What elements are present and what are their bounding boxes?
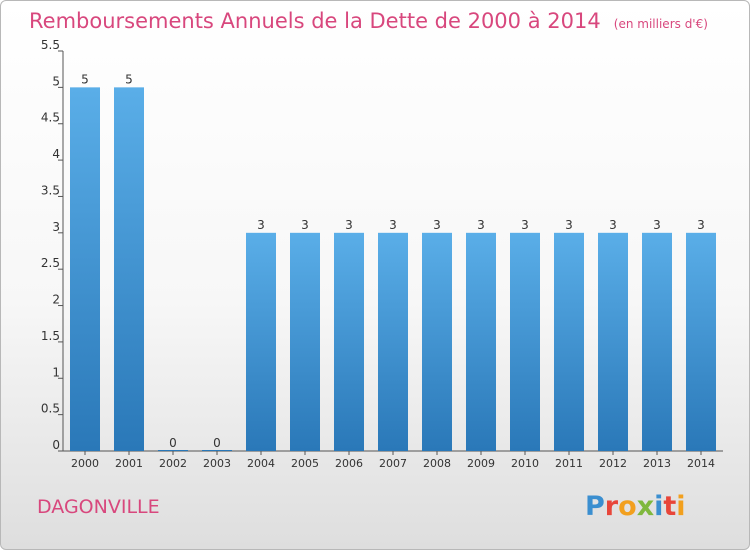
bar-value-label: 3 bbox=[565, 218, 573, 232]
bar-value-label: 3 bbox=[521, 218, 529, 232]
logo-letter: x bbox=[636, 491, 655, 522]
y-tick-label: 0.5 bbox=[41, 402, 60, 416]
x-tick-label: 2005 bbox=[291, 457, 319, 470]
y-tick-label: 2.5 bbox=[41, 256, 60, 270]
y-tick-label: 2 bbox=[52, 293, 60, 307]
bar-value-label: 3 bbox=[389, 218, 397, 232]
x-tick-label: 2002 bbox=[159, 457, 187, 470]
y-tick-label: 1.5 bbox=[41, 329, 60, 343]
logo-letter: i bbox=[676, 491, 686, 522]
x-tick-label: 2011 bbox=[555, 457, 583, 470]
y-tick-label: 1 bbox=[52, 365, 60, 379]
y-tick-label: 3 bbox=[52, 220, 60, 234]
bar bbox=[114, 87, 144, 451]
bar bbox=[334, 232, 364, 451]
bar bbox=[422, 232, 452, 451]
x-tick-label: 2008 bbox=[423, 457, 451, 470]
bar-value-label: 3 bbox=[257, 218, 265, 232]
x-tick-label: 2000 bbox=[71, 457, 99, 470]
bar-value-label: 0 bbox=[169, 436, 177, 450]
y-tick-label: 3.5 bbox=[41, 183, 60, 197]
y-tick-label: 4.5 bbox=[41, 111, 60, 125]
logo-letter: t bbox=[663, 491, 677, 522]
bar bbox=[466, 232, 496, 451]
bar-value-label: 5 bbox=[125, 72, 133, 86]
x-tick-label: 2014 bbox=[687, 457, 715, 470]
bar bbox=[598, 232, 628, 451]
y-tick-label: 0 bbox=[52, 438, 60, 452]
chart-unit-label: (en milliers d'€) bbox=[613, 17, 708, 31]
bar-value-label: 5 bbox=[81, 72, 89, 86]
bar bbox=[686, 232, 716, 451]
bar-value-label: 0 bbox=[213, 436, 221, 450]
x-tick-label: 2001 bbox=[115, 457, 143, 470]
chart-title-text: Remboursements Annuels de la Dette de 20… bbox=[29, 9, 601, 33]
bar-value-label: 3 bbox=[653, 218, 661, 232]
logo-letter: o bbox=[618, 491, 637, 522]
x-tick-label: 2012 bbox=[599, 457, 627, 470]
y-tick-label: 5.5 bbox=[41, 38, 60, 52]
logo-letter: r bbox=[604, 491, 619, 522]
bar bbox=[554, 232, 584, 451]
x-tick-label: 2007 bbox=[379, 457, 407, 470]
proxiti-logo: Proxiti bbox=[585, 491, 686, 522]
chart-title: Remboursements Annuels de la Dette de 20… bbox=[29, 9, 708, 33]
bar-value-label: 3 bbox=[433, 218, 441, 232]
bar bbox=[642, 232, 672, 451]
y-tick-label: 5 bbox=[52, 74, 60, 88]
x-tick-label: 2006 bbox=[335, 457, 363, 470]
bar bbox=[290, 232, 320, 451]
logo-letter: P bbox=[585, 491, 605, 522]
x-tick-label: 2013 bbox=[643, 457, 671, 470]
bar-value-label: 3 bbox=[477, 218, 485, 232]
bar bbox=[510, 232, 540, 451]
bar-value-label: 3 bbox=[345, 218, 353, 232]
bar-value-label: 3 bbox=[697, 218, 705, 232]
commune-name: DAGONVILLE bbox=[37, 496, 160, 518]
x-tick-label: 2003 bbox=[203, 457, 231, 470]
y-tick-label: 4 bbox=[52, 147, 60, 161]
bar bbox=[378, 232, 408, 451]
bar bbox=[246, 232, 276, 451]
logo-letter: i bbox=[654, 491, 664, 522]
bar-value-label: 3 bbox=[301, 218, 309, 232]
x-tick-label: 2004 bbox=[247, 457, 275, 470]
x-tick-label: 2009 bbox=[467, 457, 495, 470]
bar-value-label: 3 bbox=[609, 218, 617, 232]
x-tick-label: 2010 bbox=[511, 457, 539, 470]
bar bbox=[70, 87, 100, 451]
